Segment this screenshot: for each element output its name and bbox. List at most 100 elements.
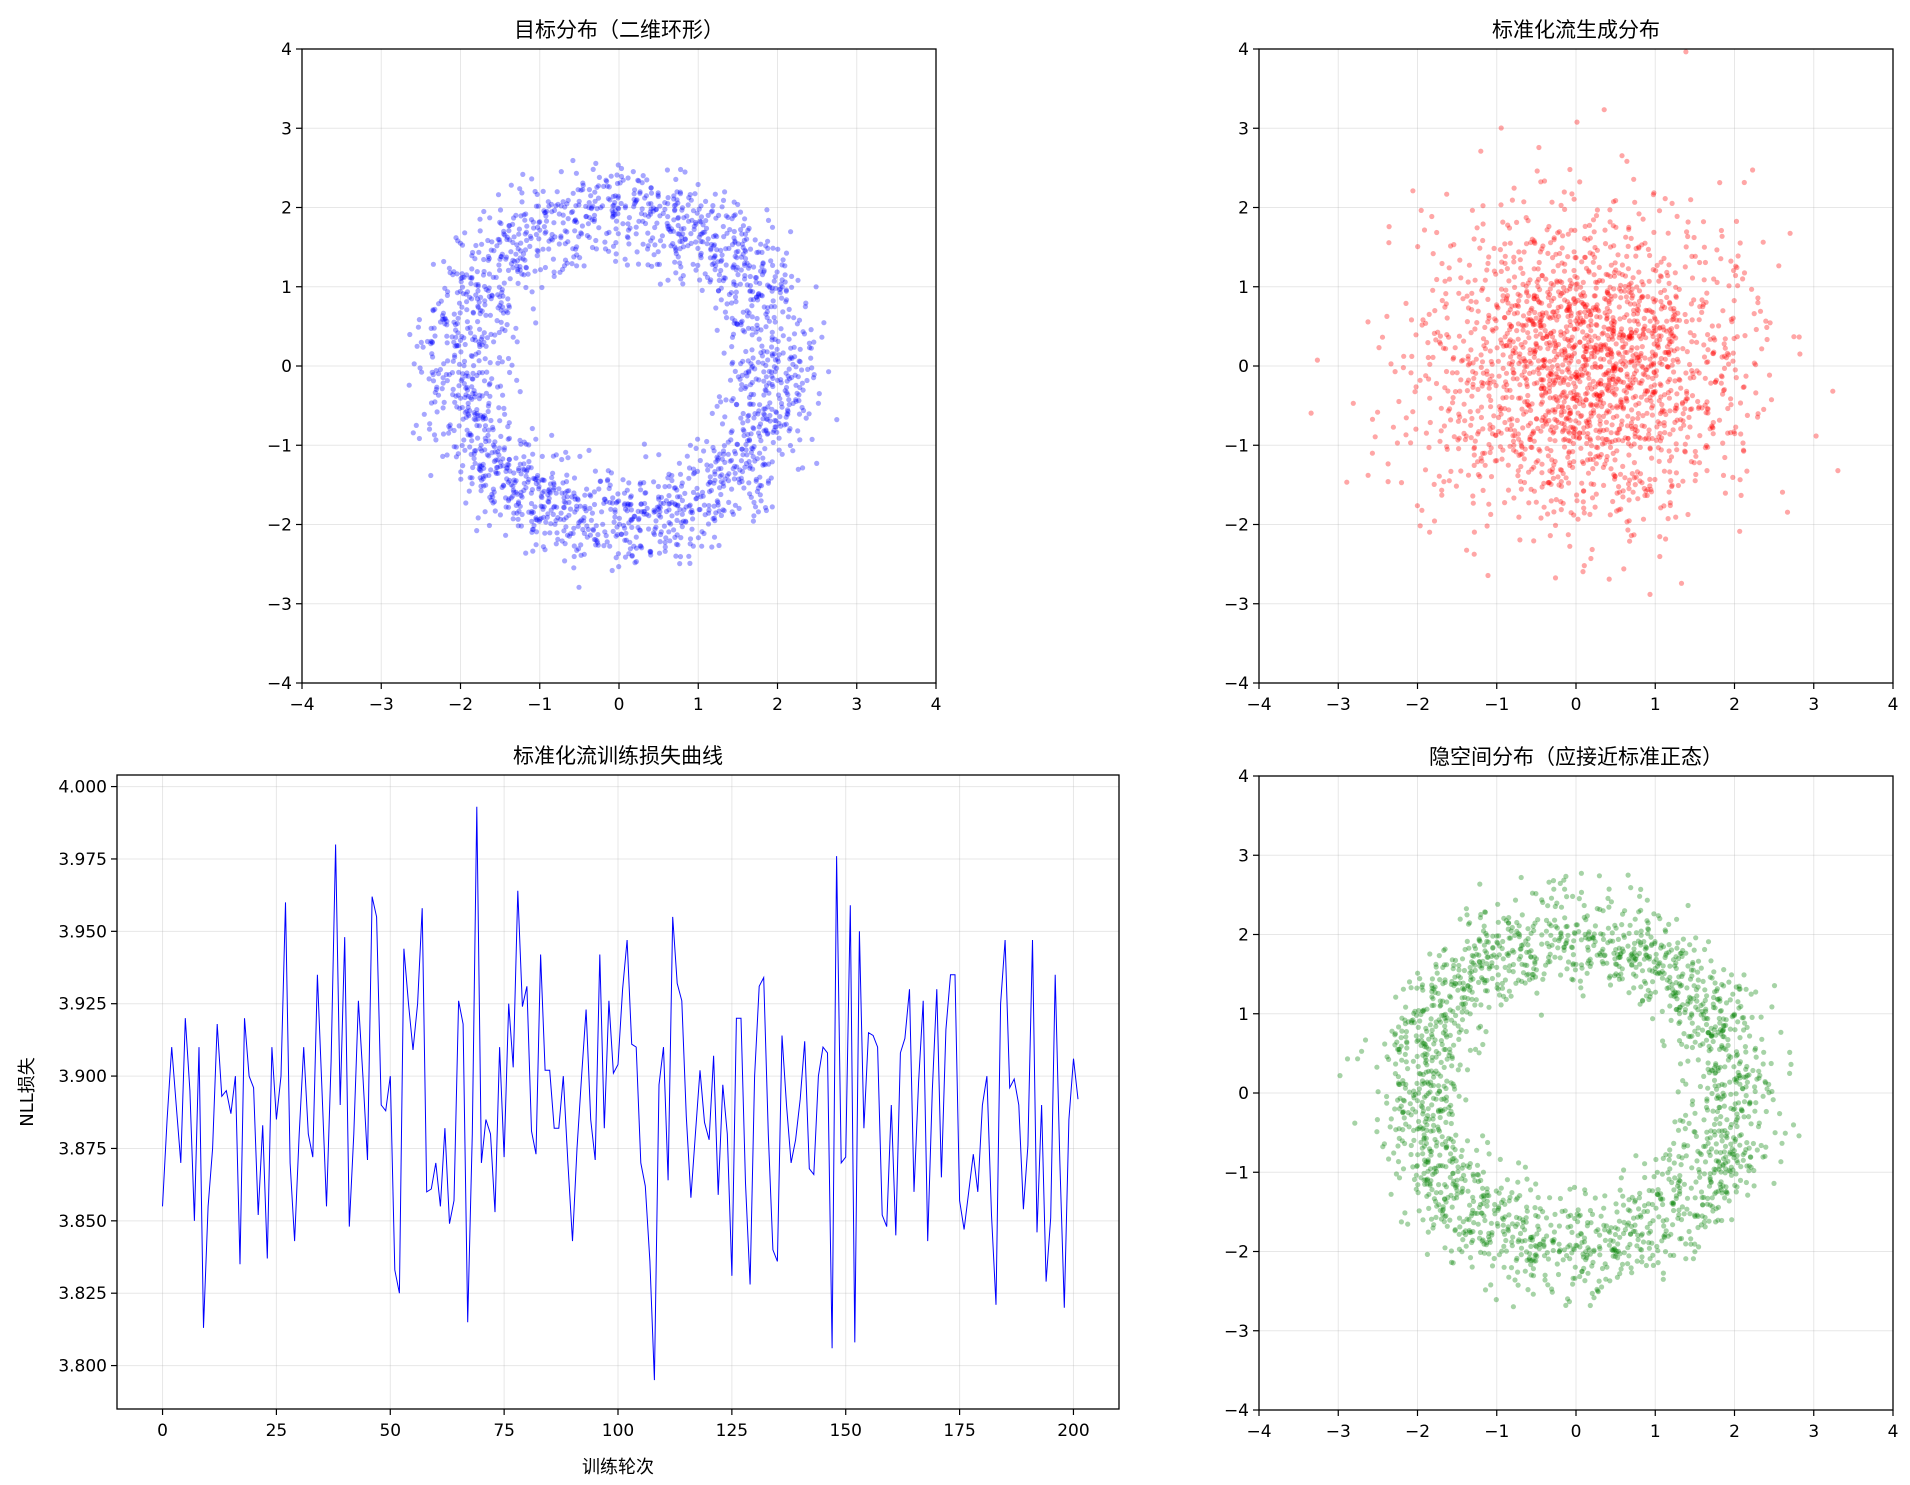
flow-point (1555, 374, 1561, 381)
flow-point (1540, 335, 1546, 341)
flow-point (1538, 386, 1544, 392)
latent-point (1602, 952, 1608, 958)
target-point (486, 255, 492, 262)
flow-point (1619, 153, 1625, 159)
flow-point (1580, 353, 1586, 360)
latent-point (1611, 973, 1618, 979)
latent-point (1622, 1227, 1628, 1233)
target-point (503, 504, 509, 510)
flow-point (1521, 456, 1527, 462)
flow-point (1470, 381, 1476, 387)
flow-point (1610, 450, 1616, 456)
latent-point (1656, 1214, 1662, 1220)
target-point (708, 246, 714, 252)
flow-point (1598, 397, 1604, 403)
latent-point (1720, 1163, 1726, 1169)
flow-point (1510, 433, 1516, 439)
target-point (711, 242, 718, 248)
target-point (489, 491, 495, 497)
target-point (488, 247, 494, 253)
flow-point (1586, 269, 1592, 275)
target-point (453, 444, 459, 450)
flow-x-tick-label: 3 (1808, 695, 1819, 715)
target-point (612, 507, 618, 513)
flow-point (1626, 336, 1632, 342)
latent-point (1484, 1192, 1490, 1199)
target-point (497, 207, 504, 213)
target-point (447, 426, 453, 432)
target-point (444, 378, 450, 384)
target-point (586, 187, 593, 193)
target-point (628, 507, 635, 513)
latent-point (1579, 1269, 1585, 1275)
latent-point (1607, 1278, 1613, 1284)
latent-point (1448, 994, 1454, 1000)
target-point (643, 193, 650, 199)
flow-x-tick-label: −4 (1246, 695, 1271, 715)
flow-point (1508, 354, 1514, 360)
target-point (656, 494, 662, 500)
latent-point (1557, 1247, 1563, 1253)
flow-point (1544, 227, 1550, 233)
flow-point (1526, 317, 1532, 324)
target-point (419, 369, 425, 375)
flow-point (1639, 242, 1645, 248)
flow-point (1456, 411, 1462, 417)
target-point (614, 524, 620, 530)
target-point (727, 227, 733, 233)
latent-point (1771, 983, 1778, 989)
flow-point (1372, 434, 1378, 440)
target-point (482, 473, 489, 479)
latent-point (1530, 1234, 1536, 1240)
latent-point (1500, 1228, 1506, 1234)
target-point (582, 492, 588, 498)
target-point (709, 241, 715, 248)
latent-point (1631, 985, 1637, 991)
flow-point (1626, 289, 1632, 295)
flow-point (1619, 326, 1625, 332)
target-point (473, 292, 479, 298)
target-point (549, 231, 555, 238)
flow-point (1632, 431, 1638, 437)
flow-data (1308, 49, 1841, 598)
target-point (815, 400, 822, 406)
target-point (783, 421, 789, 427)
target-point (565, 455, 571, 461)
target-point (673, 251, 679, 257)
flow-point (1598, 377, 1604, 383)
target-point (555, 536, 561, 542)
target-point (468, 330, 474, 336)
target-point (560, 220, 566, 226)
flow-point (1667, 502, 1673, 509)
flow-point (1505, 487, 1512, 493)
flow-point (1529, 466, 1535, 472)
flow-point (1629, 295, 1635, 301)
target-point (773, 285, 779, 291)
target-point (694, 495, 700, 501)
target-point (718, 297, 724, 303)
target-point (621, 490, 628, 496)
flow-point (1501, 384, 1507, 390)
flow-point (1541, 480, 1547, 486)
target-point (638, 211, 645, 217)
latent-point (1670, 1201, 1676, 1207)
target-point (755, 291, 762, 297)
flow-point (1574, 376, 1580, 382)
latent-point (1561, 877, 1567, 883)
flow-point (1554, 374, 1560, 380)
flow-point (1571, 380, 1577, 386)
target-point (458, 275, 464, 281)
flow-point (1646, 427, 1652, 433)
flow-point (1605, 326, 1611, 332)
target-point (561, 495, 567, 501)
flow-point (1544, 334, 1550, 340)
latent-point (1392, 1071, 1398, 1077)
latent-point (1675, 955, 1682, 962)
flow-point (1468, 330, 1474, 336)
target-point (668, 228, 674, 235)
flow-point (1350, 400, 1356, 406)
flow-point (1576, 319, 1582, 325)
latent-point (1469, 1239, 1475, 1246)
target-point (646, 526, 652, 532)
